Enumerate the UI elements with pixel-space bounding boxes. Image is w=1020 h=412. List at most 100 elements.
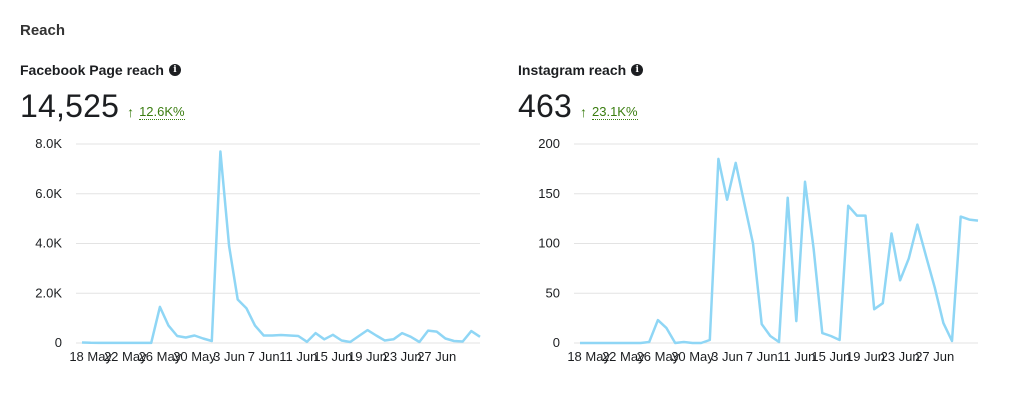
- data-point[interactable]: [975, 218, 981, 224]
- data-point[interactable]: [356, 333, 362, 339]
- data-point[interactable]: [811, 245, 817, 251]
- data-point[interactable]: [140, 340, 146, 346]
- data-point[interactable]: [940, 320, 946, 326]
- data-point[interactable]: [468, 328, 474, 334]
- data-point[interactable]: [966, 217, 972, 223]
- data-point[interactable]: [235, 296, 241, 302]
- data-point[interactable]: [819, 330, 825, 336]
- data-point[interactable]: [681, 339, 687, 345]
- data-point[interactable]: [741, 201, 747, 207]
- data-point[interactable]: [689, 340, 695, 346]
- data-point[interactable]: [408, 334, 414, 340]
- data-point[interactable]: [715, 156, 721, 162]
- data-point[interactable]: [759, 321, 765, 327]
- data-point[interactable]: [460, 339, 466, 345]
- data-point[interactable]: [871, 306, 877, 312]
- data-point[interactable]: [724, 197, 730, 203]
- data-point[interactable]: [434, 329, 440, 335]
- data-point[interactable]: [698, 340, 704, 346]
- data-point[interactable]: [373, 333, 379, 339]
- data-point[interactable]: [183, 335, 189, 341]
- data-point[interactable]: [477, 334, 483, 340]
- data-point[interactable]: [888, 231, 894, 237]
- data-point[interactable]: [96, 340, 102, 346]
- data-point[interactable]: [638, 340, 644, 346]
- data-point[interactable]: [304, 339, 310, 345]
- data-point[interactable]: [958, 214, 964, 220]
- data-point[interactable]: [79, 340, 85, 346]
- change-percent[interactable]: 12.6K%: [139, 103, 185, 120]
- data-point[interactable]: [200, 336, 206, 342]
- data-point[interactable]: [105, 340, 111, 346]
- data-point[interactable]: [122, 340, 128, 346]
- data-point[interactable]: [906, 255, 912, 261]
- data-point[interactable]: [321, 336, 327, 342]
- data-point[interactable]: [793, 318, 799, 324]
- data-point[interactable]: [932, 284, 938, 290]
- data-point[interactable]: [226, 243, 232, 249]
- data-point[interactable]: [382, 338, 388, 344]
- arrow-up-icon: ↑: [127, 104, 135, 120]
- data-point[interactable]: [416, 339, 422, 345]
- info-icon[interactable]: i: [631, 64, 644, 76]
- data-point[interactable]: [157, 304, 163, 310]
- data-point[interactable]: [837, 337, 843, 343]
- data-point[interactable]: [845, 203, 851, 209]
- data-point[interactable]: [148, 340, 154, 346]
- change-percent[interactable]: 23.1K%: [592, 103, 638, 120]
- data-point[interactable]: [278, 332, 284, 338]
- data-point[interactable]: [612, 340, 618, 346]
- data-point[interactable]: [425, 328, 431, 334]
- data-point[interactable]: [854, 213, 860, 219]
- data-point[interactable]: [603, 340, 609, 346]
- data-point[interactable]: [880, 300, 886, 306]
- data-point[interactable]: [923, 253, 929, 259]
- data-point[interactable]: [776, 339, 782, 345]
- data-point[interactable]: [390, 336, 396, 342]
- data-point[interactable]: [897, 277, 903, 283]
- data-point[interactable]: [88, 340, 94, 346]
- data-point[interactable]: [114, 340, 120, 346]
- data-point[interactable]: [750, 241, 756, 247]
- info-icon[interactable]: i: [168, 64, 181, 76]
- data-point[interactable]: [451, 338, 457, 344]
- data-point[interactable]: [365, 327, 371, 333]
- data-point[interactable]: [269, 333, 275, 339]
- data-point[interactable]: [166, 323, 172, 329]
- data-point[interactable]: [707, 337, 713, 343]
- x-tick-label: 15 Jun: [313, 349, 352, 364]
- data-point[interactable]: [655, 317, 661, 323]
- data-point[interactable]: [442, 336, 448, 342]
- data-point[interactable]: [347, 339, 353, 345]
- data-point[interactable]: [295, 333, 301, 339]
- data-point[interactable]: [620, 340, 626, 346]
- data-point[interactable]: [914, 222, 920, 228]
- data-point[interactable]: [863, 213, 869, 219]
- data-point[interactable]: [330, 332, 336, 338]
- data-point[interactable]: [399, 330, 405, 336]
- data-point[interactable]: [767, 333, 773, 339]
- data-point[interactable]: [131, 340, 137, 346]
- data-point[interactable]: [664, 325, 670, 331]
- data-point[interactable]: [243, 305, 249, 311]
- data-point[interactable]: [733, 160, 739, 166]
- data-point[interactable]: [672, 340, 678, 346]
- data-point[interactable]: [828, 333, 834, 339]
- data-point[interactable]: [339, 338, 345, 344]
- data-point[interactable]: [577, 340, 583, 346]
- data-point[interactable]: [217, 148, 223, 154]
- data-point[interactable]: [252, 323, 258, 329]
- data-point[interactable]: [594, 340, 600, 346]
- data-point[interactable]: [209, 338, 215, 344]
- data-point[interactable]: [646, 339, 652, 345]
- data-point[interactable]: [261, 333, 267, 339]
- data-point[interactable]: [287, 333, 293, 339]
- data-point[interactable]: [191, 333, 197, 339]
- data-point[interactable]: [949, 338, 955, 344]
- data-point[interactable]: [629, 340, 635, 346]
- data-point[interactable]: [785, 195, 791, 201]
- data-point[interactable]: [586, 340, 592, 346]
- data-point[interactable]: [802, 179, 808, 185]
- data-point[interactable]: [313, 330, 319, 336]
- data-point[interactable]: [174, 333, 180, 339]
